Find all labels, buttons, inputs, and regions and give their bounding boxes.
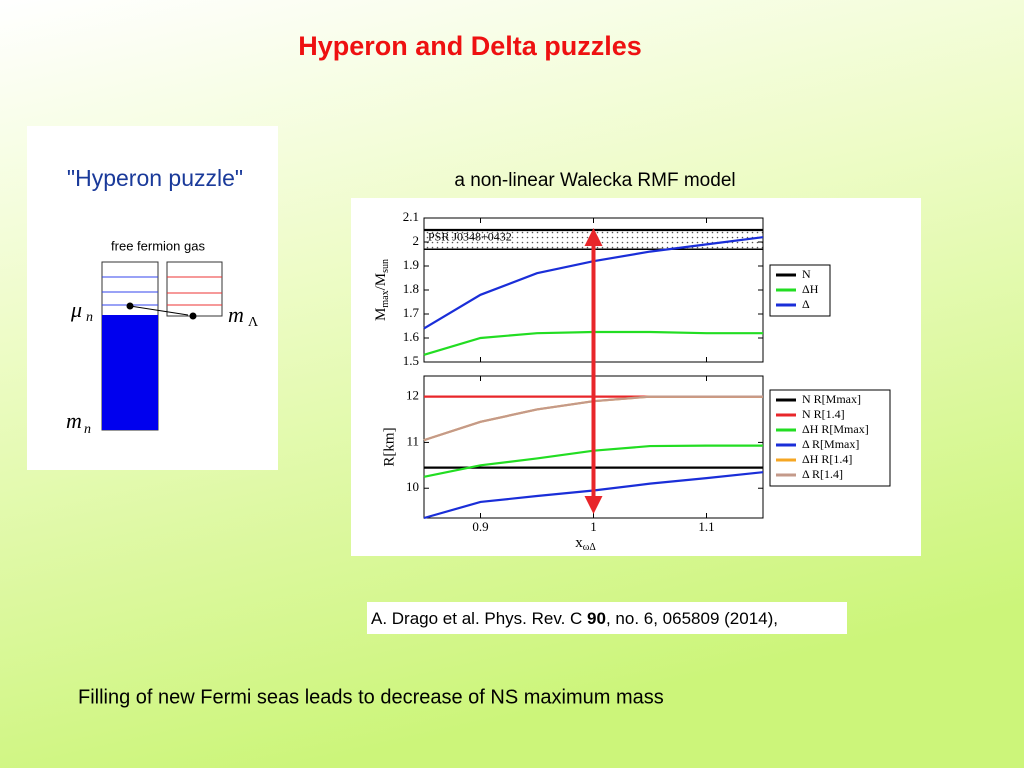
citation: A. Drago et al. Phys. Rev. C 90, no. 6, … xyxy=(371,609,778,628)
y-tick-label: 12 xyxy=(406,388,419,403)
x-tick-label: 0.9 xyxy=(472,519,488,534)
x-axis-label-part: x xyxy=(575,535,583,551)
legend-label: ΔH xyxy=(802,282,819,296)
citation-part: , no. 6, 065809 (2014), xyxy=(606,609,778,628)
arrow-head xyxy=(584,228,603,246)
legend-box xyxy=(769,389,891,487)
band-label: PSR J0348+0432 xyxy=(428,229,512,243)
panel-title: "Hyperon puzzle" xyxy=(67,165,243,191)
footer: Filling of new Fermi seas leads to decre… xyxy=(78,686,664,708)
neutron-filled xyxy=(102,315,158,430)
y-tick-label: 1.7 xyxy=(403,305,420,320)
y-tick-label: 2.1 xyxy=(403,209,419,224)
citation-part: 90 xyxy=(587,609,606,628)
legend-label: N R[Mmax] xyxy=(802,392,861,406)
citation-part: A. Drago et al. Phys. Rev. C xyxy=(371,609,587,628)
legend-label: N xyxy=(802,267,811,281)
legend-label: Δ R[1.4] xyxy=(802,467,843,481)
dot xyxy=(189,312,197,320)
model-label: a non-linear Walecka RMF model xyxy=(454,170,735,191)
x-axis-label: xωΔ xyxy=(575,535,596,553)
y-tick-label: 11 xyxy=(406,433,419,448)
y-tick-label: 10 xyxy=(406,479,419,494)
y-tick-label: 1.5 xyxy=(403,353,419,368)
legend-label: ΔH R[Mmax] xyxy=(802,422,869,436)
mn-symbol: m xyxy=(66,408,82,433)
legend-label: Δ R[Mmax] xyxy=(802,437,859,451)
mu-sub: n xyxy=(86,310,93,325)
transition-arrow xyxy=(129,305,189,316)
legend-label: Δ xyxy=(802,297,810,311)
y-tick-label: 1.9 xyxy=(403,257,419,272)
legend-label: N R[1.4] xyxy=(802,407,845,421)
x-tick-label: 1.1 xyxy=(698,519,714,534)
y-axis-label-part: sun xyxy=(380,259,391,273)
y-axis-label-part: max xyxy=(380,290,391,307)
slide-title: Hyperon and Delta puzzles xyxy=(298,31,642,61)
mn-sub: n xyxy=(84,422,91,437)
y-axis-label: Mmax/Msun xyxy=(373,259,391,321)
dot xyxy=(126,302,134,310)
mu-symbol: μ xyxy=(70,297,82,322)
chart-bg xyxy=(351,198,921,556)
x-axis-label-part: ωΔ xyxy=(583,542,597,553)
y-tick-label: 1.8 xyxy=(403,281,419,296)
x-tick-label: 1 xyxy=(590,519,597,534)
y-tick-label: 2 xyxy=(413,233,420,248)
y-axis-label-part: /M xyxy=(373,273,389,291)
y-tick-label: 1.6 xyxy=(403,329,420,344)
lambda-column xyxy=(166,261,223,317)
m-lambda-symbol: m xyxy=(228,302,244,327)
left-panel: "Hyperon puzzle" free fermion gas μ n m … xyxy=(27,126,278,470)
y-axis-label-part: M xyxy=(373,308,389,321)
legend-label: ΔH R[1.4] xyxy=(802,452,852,466)
m-lambda-sub: Λ xyxy=(248,315,259,330)
y-axis-label: R[km] xyxy=(381,427,397,466)
panel-caption: free fermion gas xyxy=(111,238,205,253)
arrow-head xyxy=(584,496,603,514)
citation-bg xyxy=(367,602,847,634)
